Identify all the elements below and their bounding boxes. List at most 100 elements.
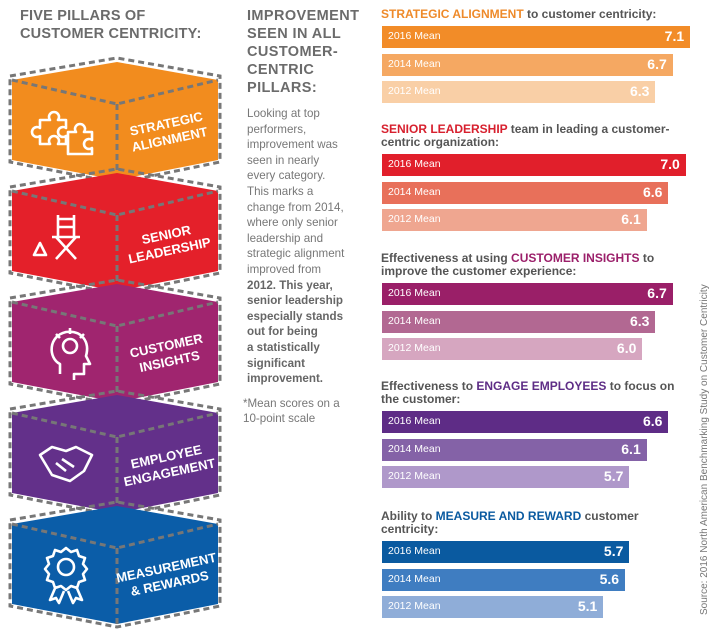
bar-value: 5.7 [603,468,624,484]
bar: 2016 Mean 7.1 [382,26,691,48]
heading-highlight: SENIOR LEADERSHIP [381,122,508,136]
bar-value: 5.6 [599,570,620,587]
bar-value: 6.6 [642,413,663,429]
body-line: strategic alignment [247,247,345,261]
bar: 2012 Mean 6.3 [382,81,656,103]
dashed-outline [8,167,222,296]
dashed-edge [11,189,219,217]
body-line: out for being [247,325,318,339]
middle-title-line: CENTRIC [247,62,315,78]
bar: 2014 Mean 6.7 [382,53,673,76]
pillar-4: MEASUREMENT& REWARDS [8,500,222,629]
directors-chair-icon [32,215,80,260]
bar-label: 2012 Mean [388,342,441,354]
bar-label: 2014 Mean [388,57,441,70]
footnote-line: *Mean scores on a [243,397,340,410]
bar: 2012 Mean 5.1 [382,596,604,618]
body-line: leadership and [247,231,324,245]
dashed-outline [8,278,222,407]
bar: 2012 Mean 5.7 [382,466,630,488]
bar-label: 2012 Mean [388,85,441,97]
bar-label: 2016 Mean [388,158,441,170]
body-line: improvement was [247,138,338,152]
bar: 2014 Mean 6.6 [382,181,669,204]
section-heading: SENIOR LEADERSHIP team in leading a cust… [381,123,691,149]
bar-value: 6.3 [629,83,650,99]
bar-value: 5.1 [577,598,598,614]
bar-label: 2012 Mean [388,470,441,482]
heading-text: Effectiveness at using [381,251,512,265]
bar-label: 2014 Mean [388,572,441,585]
bar-value: 6.1 [621,211,641,227]
body-line: Looking at top [247,107,320,120]
bar-value: 7.1 [664,28,685,44]
heading-text: to customer centricity: [523,7,657,21]
body-line: every category. [247,169,326,183]
bar: 2012 Mean 6.1 [382,209,647,231]
bar: 2016 Mean 6.6 [382,411,669,433]
bar-label: 2014 Mean [388,314,441,327]
body-line: improved from [247,262,322,276]
pillar-3: EMPLOYEEENGAGEMENT [8,389,222,518]
heading-text: Effectiveness to [381,379,477,393]
award-ribbon-icon [43,546,89,605]
bar-value: 7.0 [660,156,680,172]
footnote: *Mean scores on a 10-point scale [243,396,340,426]
heading-text: to improve the customer experience: [381,251,655,278]
body-line: change from 2014, [247,200,344,214]
bar-value: 6.3 [629,312,650,329]
dashed-edge [11,300,219,328]
bar: 2016 Mean 7.0 [382,154,686,176]
body-line: significant [247,356,305,370]
heading-text: customer centricity: [381,509,639,536]
bar-label: 2014 Mean [388,442,441,455]
dashed-edge [11,411,219,439]
dashed-outline [8,56,222,185]
middle-body: Looking at top performers, improvement was… [247,106,375,387]
pillars-stack: STRATEGICALIGNMENTSENIORLEADERSHIPCUSTOM… [8,56,222,629]
middle-title-line: IMPROVEMENT [247,8,360,24]
body-line: performers, [247,122,307,136]
heading-highlight: CUSTOMER INSIGHTS [511,251,640,265]
bar: 2014 Mean 5.6 [382,568,626,591]
dashed-outline [8,500,222,629]
heading-highlight: ENGAGE EMPLOYEES [476,379,607,393]
bar-label: 2016 Mean [388,30,441,42]
body-line: seen in nearly [247,153,320,167]
pillar-1: SENIORLEADERSHIP [8,167,222,296]
left-title-line: FIVE PILLARS OF [20,8,146,24]
dashed-edge [11,522,219,550]
body-line: 2012. This year, [247,278,333,292]
bar: 2014 Mean 6.1 [382,438,647,461]
bar-label: 2016 Mean [388,545,441,557]
handshake-icon [38,445,94,483]
heading-text: Ability to [381,509,436,523]
heading-text: team in leading a customer-centric organ… [381,122,670,149]
dashed-outline [8,389,222,518]
bar-label: 2012 Mean [388,600,441,612]
bar-value: 6.7 [647,55,667,72]
bar-value: 5.7 [603,543,624,559]
bar: 2016 Mean 5.7 [382,541,630,563]
middle-title-line: CUSTOMER- [247,44,339,60]
bar: 2014 Mean 6.3 [382,310,656,333]
pillar-2: CUSTOMERINSIGHTS [8,278,222,407]
bar: 2016 Mean 6.7 [382,283,673,305]
source-note: Source: 2016 North American Benchmarking… [699,284,710,615]
heading-highlight: MEASURE AND REWARD [435,509,582,523]
section-heading: Ability to MEASURE AND REWARD customer c… [381,510,691,536]
section-heading: Effectiveness at using CUSTOMER INSIGHTS… [381,252,691,278]
left-title-line: CUSTOMER CENTRICITY: [20,26,202,42]
bar-label: 2016 Mean [388,287,441,299]
puzzle-icon [30,110,94,156]
bar-label: 2016 Mean [388,415,441,427]
body-line: senior leadership [247,294,344,308]
bar: 2012 Mean 6.0 [382,338,643,360]
heading-highlight: STRATEGIC ALIGNMENT [381,7,524,21]
middle-title-line: SEEN IN ALL [247,26,342,42]
body-line: where only senior [247,216,338,230]
heading-text: to focus on the customer: [381,379,675,406]
dashed-edge [11,78,219,106]
bar-value: 6.6 [642,183,663,200]
